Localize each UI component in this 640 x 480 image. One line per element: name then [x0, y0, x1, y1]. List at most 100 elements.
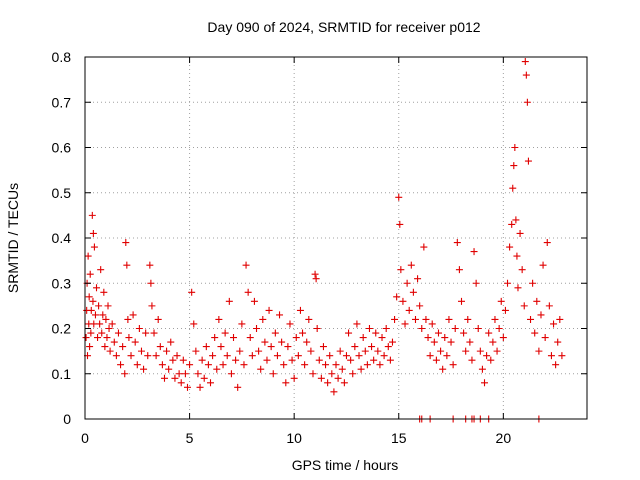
data-point [510, 162, 518, 170]
data-point [150, 329, 158, 337]
data-point [476, 347, 484, 355]
data-point [240, 361, 248, 369]
data-point [317, 374, 325, 382]
data-point [301, 361, 309, 369]
data-point [370, 356, 378, 364]
data-point [209, 352, 217, 360]
data-point [511, 144, 519, 151]
data-point [213, 365, 221, 373]
data-point [124, 315, 132, 323]
data-point [386, 356, 394, 364]
data-point [110, 338, 118, 346]
data-point [135, 325, 143, 332]
data-point [416, 302, 424, 310]
data-point [192, 347, 200, 355]
data-point [535, 347, 543, 355]
data-point [101, 343, 109, 351]
data-point [501, 306, 509, 314]
x-tick-label: 5 [186, 430, 194, 446]
data-point [163, 347, 171, 355]
data-point [94, 334, 102, 342]
data-point [167, 338, 175, 346]
data-point [137, 347, 145, 355]
data-point [539, 261, 547, 269]
data-point [426, 352, 434, 360]
data-point [432, 356, 440, 364]
data-point [474, 325, 482, 332]
data-point [489, 338, 497, 346]
data-point [447, 338, 455, 346]
data-point [411, 315, 419, 323]
data-point [156, 343, 164, 351]
data-point [355, 352, 363, 360]
data-point [399, 297, 407, 305]
data-point [365, 325, 373, 332]
data-point [378, 334, 386, 342]
data-point [294, 352, 302, 360]
data-point [453, 239, 461, 247]
data-point [227, 370, 235, 378]
x-tick-label: 20 [496, 430, 512, 446]
data-point [87, 306, 95, 314]
data-point [158, 361, 166, 369]
data-point [487, 356, 495, 364]
data-point [443, 352, 451, 360]
data-point [552, 361, 560, 369]
data-point [556, 315, 564, 323]
data-point [175, 370, 183, 378]
data-point [263, 356, 271, 364]
data-point [493, 347, 501, 355]
data-point [108, 320, 116, 328]
y-tick-label: 0.6 [52, 140, 72, 156]
data-point [439, 365, 447, 373]
grid-lines [85, 57, 587, 419]
data-point [328, 370, 336, 378]
data-point [253, 325, 261, 332]
data-point [393, 293, 401, 301]
data-point [146, 261, 154, 269]
data-point [324, 379, 332, 387]
data-point [396, 220, 404, 228]
data-point [506, 243, 514, 251]
data-point [409, 288, 417, 296]
data-point [351, 343, 359, 351]
data-point [204, 361, 212, 369]
data-point [223, 352, 231, 360]
y-tick-label: 0.2 [52, 321, 72, 337]
data-point [105, 325, 113, 332]
data-point [179, 356, 187, 364]
data-point [497, 297, 505, 305]
data-point [225, 297, 233, 305]
data-point [232, 356, 240, 364]
data-point [533, 297, 541, 305]
data-point [217, 343, 225, 351]
data-point [267, 343, 275, 351]
data-point [428, 320, 436, 328]
data-point [236, 347, 244, 355]
y-tick-label: 0.5 [52, 185, 72, 201]
data-point [152, 352, 160, 360]
data-point [312, 275, 320, 283]
data-point [171, 374, 179, 382]
data-point [273, 352, 281, 360]
data-point [169, 356, 177, 364]
data-point [244, 288, 252, 296]
data-point [313, 325, 321, 332]
data-point [112, 352, 120, 360]
data-point [86, 343, 94, 351]
data-point [524, 157, 532, 165]
x-axis-title: GPS time / hours [292, 457, 399, 473]
data-point [315, 356, 323, 364]
data-point [89, 229, 97, 237]
data-point [160, 374, 168, 382]
data-point [207, 379, 214, 387]
data-point [255, 347, 263, 355]
data-point [338, 365, 346, 373]
data-point [230, 334, 238, 342]
data-point [368, 343, 376, 351]
data-point [418, 325, 426, 332]
data-point [424, 334, 432, 342]
data-point [403, 279, 411, 287]
data-point [361, 347, 369, 355]
